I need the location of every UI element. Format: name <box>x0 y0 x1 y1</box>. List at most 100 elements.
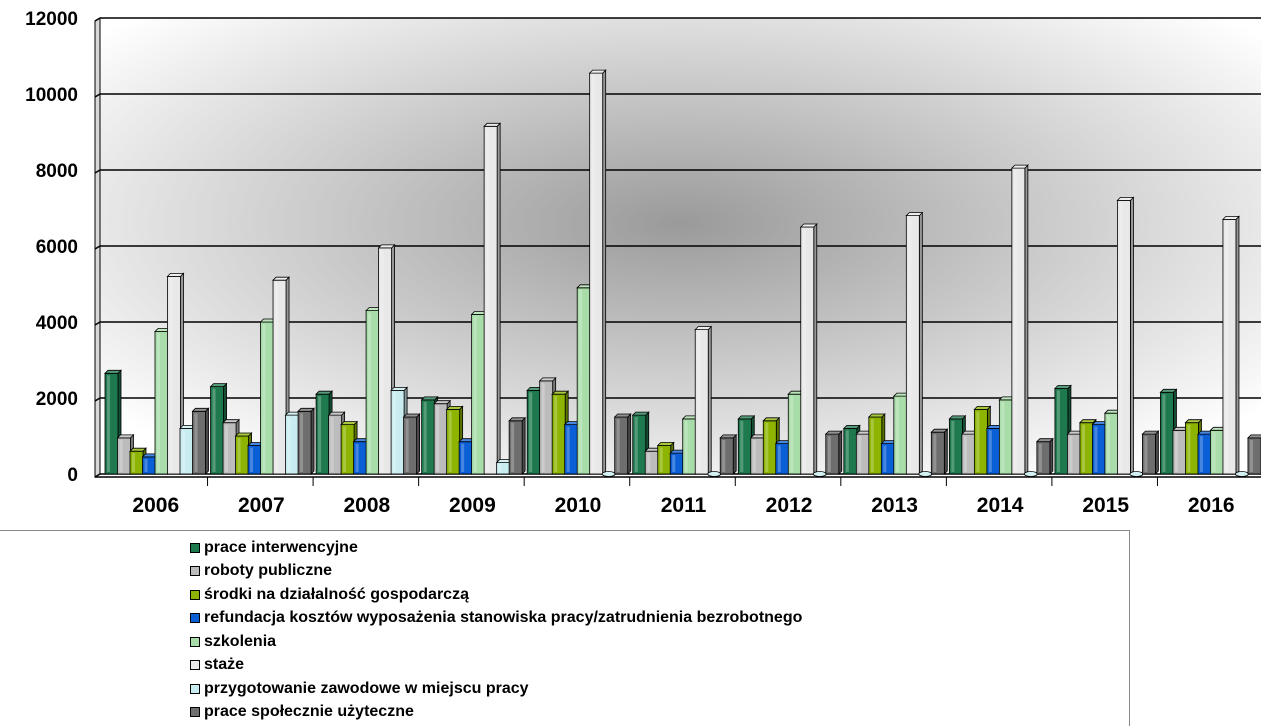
y-tick-label: 2000 <box>36 389 78 410</box>
bar-highlight <box>616 419 620 472</box>
bar-front <box>1117 199 1131 475</box>
bar-front <box>1054 388 1069 475</box>
bar-highlight <box>1249 439 1253 472</box>
bar-top <box>390 386 409 391</box>
bar-highlight <box>107 375 110 472</box>
bar-highlight <box>634 417 638 472</box>
x-tick-label: 2008 <box>344 494 391 517</box>
bar-highlight <box>566 426 570 472</box>
bar-front <box>378 247 392 475</box>
bar-base <box>1235 471 1249 477</box>
bar-front <box>1185 422 1199 475</box>
bar-front <box>855 433 870 475</box>
bar <box>1010 164 1029 475</box>
bar <box>799 223 818 475</box>
bar-highlight <box>554 396 558 472</box>
bar-front <box>142 456 156 475</box>
bar-front <box>353 441 367 475</box>
bar-side <box>602 69 607 475</box>
bar <box>297 407 316 475</box>
bar-side <box>918 211 923 475</box>
bar-front <box>614 416 629 475</box>
bar-highlight <box>963 436 967 472</box>
bar-highlight <box>858 436 862 472</box>
bar-front <box>458 441 473 475</box>
bar-top <box>842 424 861 429</box>
bar-front <box>986 427 1001 475</box>
bar-top <box>538 377 557 382</box>
bar-front <box>1104 412 1119 475</box>
bar-front <box>129 450 144 475</box>
bar-highlight <box>262 324 266 472</box>
bar-highlight <box>933 434 937 472</box>
bar-highlight <box>380 249 384 472</box>
bar-front <box>669 452 684 475</box>
bar-top <box>209 383 228 388</box>
x-tick-label: 2013 <box>871 494 918 517</box>
bar-highlight <box>132 453 135 472</box>
bar-front <box>104 372 119 475</box>
y-tick-label: 10000 <box>25 85 78 106</box>
bar <box>719 433 738 475</box>
bar-front <box>365 310 380 475</box>
bar-top <box>191 407 210 412</box>
bar-front <box>297 410 312 475</box>
bar-highlight <box>672 455 676 472</box>
bar-front <box>930 431 945 475</box>
bar-highlight <box>908 217 912 472</box>
bar-highlight <box>722 439 726 472</box>
bar-front <box>433 403 448 475</box>
bar-top <box>272 276 291 281</box>
bar-top <box>508 417 527 422</box>
bar-highlight <box>473 316 477 472</box>
bar-top <box>1035 438 1054 443</box>
legend-swatch <box>190 636 200 647</box>
bar <box>1116 196 1135 475</box>
bar-highlight <box>802 229 806 472</box>
legend-swatch <box>190 660 200 671</box>
bar-highlight <box>498 464 502 472</box>
bar-front <box>762 420 777 475</box>
bar-front <box>948 418 963 475</box>
gridline-edge <box>94 245 101 250</box>
bar-top <box>1159 388 1178 393</box>
bar <box>104 369 122 475</box>
bar-highlight <box>1038 443 1042 472</box>
bar-front <box>961 433 976 475</box>
bar-front <box>167 275 181 475</box>
gridline-edge <box>94 321 101 326</box>
bar-side <box>1130 196 1134 475</box>
bar-highlight <box>144 458 148 472</box>
bar-highlight <box>1069 436 1073 472</box>
bar-highlight <box>212 388 216 472</box>
bar-front <box>192 410 206 475</box>
bar-front <box>1067 433 1081 475</box>
bar-side <box>1235 215 1240 475</box>
bar-top <box>129 447 147 452</box>
bar-side <box>838 430 843 475</box>
x-tick-label: 2009 <box>449 494 496 517</box>
bar-front <box>421 399 436 475</box>
bar-top <box>222 419 241 424</box>
legend-item: przygotowanie zawodowe w miejscu pracy <box>190 677 802 701</box>
legend-swatch <box>190 707 200 718</box>
bar-front <box>471 313 486 475</box>
bar-highlight <box>436 405 440 472</box>
bar-highlight <box>883 445 887 472</box>
bar-front <box>632 414 647 475</box>
bar-front <box>483 125 498 475</box>
bar-front <box>644 450 659 475</box>
bar-front <box>340 424 355 475</box>
bar <box>601 471 616 477</box>
bar-side <box>943 428 948 475</box>
bar-front <box>539 380 554 475</box>
bar-top <box>867 413 886 418</box>
bar-front <box>222 422 237 475</box>
bar-front <box>1092 424 1106 475</box>
bar-top <box>433 400 452 405</box>
bar-highlight <box>448 411 452 472</box>
bar-front <box>1247 437 1261 475</box>
bar <box>1141 430 1160 475</box>
bar <box>1023 471 1038 477</box>
legend-label: prace interwencyjne <box>204 538 358 556</box>
